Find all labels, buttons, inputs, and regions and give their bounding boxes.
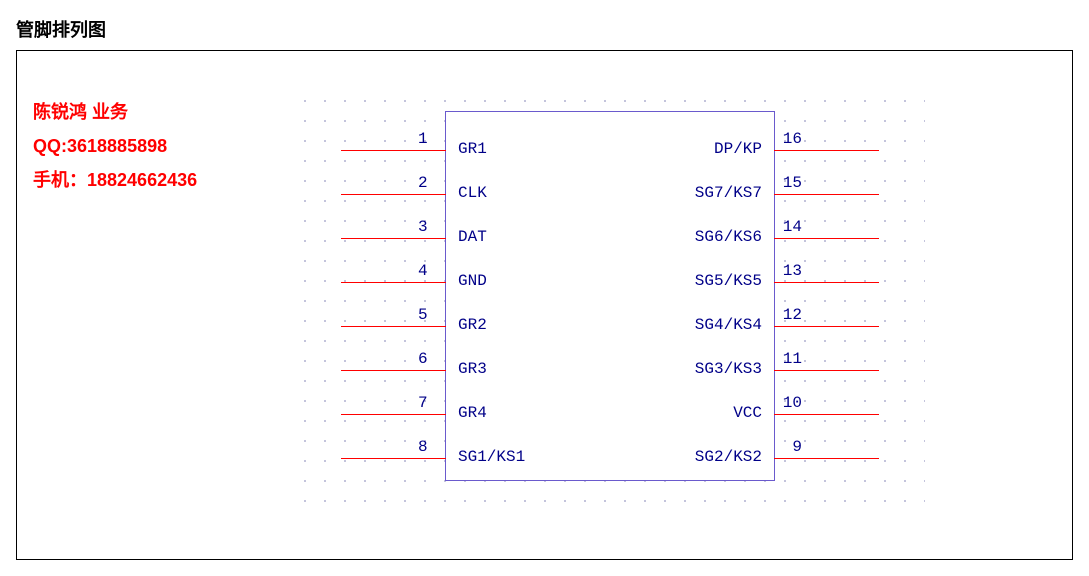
pin-label-gr2: GR2	[458, 316, 487, 334]
contact-phone: 手机：18824662436	[33, 163, 197, 197]
pin-row-6: 6 GR3 SG3/KS3 11	[446, 342, 774, 382]
pin-lead-right-13	[774, 282, 879, 283]
pin-label-gnd: GND	[458, 272, 487, 290]
dot-grid: 1 GR1 DP/KP 16 2 CLK SG7/KS7 15 3 DAT SG…	[295, 91, 925, 511]
contact-phone-value: 18824662436	[87, 170, 197, 190]
pin-num-15: 15	[783, 174, 802, 192]
pin-lead-left-8	[341, 458, 446, 459]
pin-label-gr1: GR1	[458, 140, 487, 158]
pin-num-6: 6	[418, 350, 428, 368]
pin-num-10: 10	[783, 394, 802, 412]
pin-row-5: 5 GR2 SG4/KS4 12	[446, 298, 774, 338]
pin-lead-left-5	[341, 326, 446, 327]
pin-row-7: 7 GR4 VCC 10	[446, 386, 774, 426]
page-title: 管脚排列图	[16, 16, 1073, 42]
pin-lead-left-4	[341, 282, 446, 283]
contact-name: 陈锐鸿 业务	[33, 95, 197, 129]
pin-num-13: 13	[783, 262, 802, 280]
pin-label-sg5-ks5: SG5/KS5	[695, 272, 762, 290]
pin-lead-right-12	[774, 326, 879, 327]
pin-label-gr3: GR3	[458, 360, 487, 378]
pin-label-sg3-ks3: SG3/KS3	[695, 360, 762, 378]
pin-lead-left-3	[341, 238, 446, 239]
pin-num-2: 2	[418, 174, 428, 192]
pin-label-gr4: GR4	[458, 404, 487, 422]
pin-num-1: 1	[418, 130, 428, 148]
pin-lead-left-1	[341, 150, 446, 151]
pin-lead-left-6	[341, 370, 446, 371]
pin-lead-right-9	[774, 458, 879, 459]
pin-label-dat: DAT	[458, 228, 487, 246]
pin-num-11: 11	[783, 350, 802, 368]
pin-lead-right-11	[774, 370, 879, 371]
pin-row-1: 1 GR1 DP/KP 16	[446, 122, 774, 162]
pin-label-sg7-ks7: SG7/KS7	[695, 184, 762, 202]
pin-num-4: 4	[418, 262, 428, 280]
pin-num-3: 3	[418, 218, 428, 236]
pin-row-4: 4 GND SG5/KS5 13	[446, 254, 774, 294]
pin-lead-right-10	[774, 414, 879, 415]
pin-label-sg1-ks1: SG1/KS1	[458, 448, 525, 466]
pin-label-dp-kp: DP/KP	[714, 140, 762, 158]
diagram-frame: 陈锐鸿 业务 QQ:3618885898 手机：18824662436 1 GR…	[16, 50, 1073, 560]
pin-label-vcc: VCC	[733, 404, 762, 422]
pin-num-9: 9	[792, 438, 802, 456]
pin-row-2: 2 CLK SG7/KS7 15	[446, 166, 774, 206]
pin-row-8: 8 SG1/KS1 SG2/KS2 9	[446, 430, 774, 470]
pin-label-sg6-ks6: SG6/KS6	[695, 228, 762, 246]
pin-lead-left-7	[341, 414, 446, 415]
chip-body: 1 GR1 DP/KP 16 2 CLK SG7/KS7 15 3 DAT SG…	[445, 111, 775, 481]
pin-num-16: 16	[783, 130, 802, 148]
contact-block: 陈锐鸿 业务 QQ:3618885898 手机：18824662436	[33, 95, 197, 198]
pin-label-sg4-ks4: SG4/KS4	[695, 316, 762, 334]
pin-lead-right-16	[774, 150, 879, 151]
pin-num-12: 12	[783, 306, 802, 324]
pin-label-clk: CLK	[458, 184, 487, 202]
pin-lead-left-2	[341, 194, 446, 195]
contact-phone-label: 手机：	[33, 170, 87, 190]
contact-qq-label: QQ:	[33, 136, 67, 156]
contact-qq: QQ:3618885898	[33, 129, 197, 163]
pin-label-sg2-ks2: SG2/KS2	[695, 448, 762, 466]
pin-row-3: 3 DAT SG6/KS6 14	[446, 210, 774, 250]
pin-lead-right-15	[774, 194, 879, 195]
pin-lead-right-14	[774, 238, 879, 239]
pin-num-8: 8	[418, 438, 428, 456]
pin-num-14: 14	[783, 218, 802, 236]
pin-num-7: 7	[418, 394, 428, 412]
pin-num-5: 5	[418, 306, 428, 324]
contact-qq-value: 3618885898	[67, 136, 167, 156]
